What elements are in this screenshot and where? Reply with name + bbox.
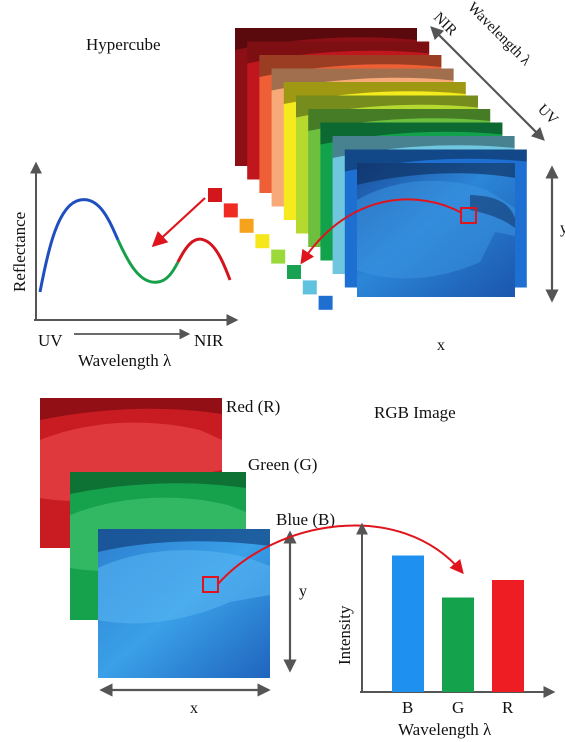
pixel-spectrum-square [271,249,286,264]
pixel-spectrum-square [302,280,317,295]
pixel-spectrum-square [318,295,333,310]
hypercube-layer-shadow [283,82,466,104]
hypercube-title: Hypercube [86,35,161,54]
spectrum-curve-nir-segment [176,237,232,281]
bar-r [492,580,524,692]
bar-tick-label-b: B [402,698,413,717]
hypercube-front-image [357,163,515,297]
spectrum-plot [30,161,239,326]
bar-tick-label-r: R [502,698,514,717]
hypercube-layer-shadow [332,136,515,158]
hypercube-layer-shadow [344,149,527,172]
wavelength-axis-arrow [430,26,545,141]
spectrum-x-start-label: UV [38,331,63,350]
pixel-to-squares-arrow [300,198,463,265]
pixel-spectrum-square [239,218,254,233]
wavelength-axis-uv-label: UV [534,102,561,129]
wavelength-axis-label: Wavelength λ [464,0,534,70]
rgb-x-label: x [190,700,198,717]
squares-to-spectrum-arrow [151,197,206,248]
hypercube-layer-shadow [259,55,442,77]
hypercube-y-label: y [560,220,565,237]
rgb-green-channel-label: Green (G) [248,455,317,474]
spectrum-curve-uv-segment [38,198,120,293]
rgb-image-title: RGB Image [374,403,456,422]
pixel-spectrum-squares [208,188,333,310]
spectrum-y-label: Reflectance [10,212,29,292]
pixel-spectrum-square [255,234,270,249]
wavelength-axis-nir-label: NIR [430,10,460,40]
bar-chart-x-label: Wavelength λ [398,720,492,739]
rgb-blue-channel-label: Blue (B) [276,510,335,529]
hypercube-layer-shadow [235,28,417,50]
spectrum-x-label: Wavelength λ [78,351,172,370]
pixel-spectrum-square [287,265,301,279]
pixel-to-bar-chart-arrow [217,524,464,585]
hypercube-x-label: x [437,337,445,354]
pixel-spectrum-square [208,188,222,202]
bar-tick-label-g: G [452,698,464,717]
rgb-y-label: y [299,583,307,600]
bar-chart-y-label: Intensity [335,605,354,665]
rgb-selected-pixel-box [202,576,219,593]
hypercube-selected-pixel-box [460,207,477,224]
hypercube-layer-shadow [247,41,430,64]
spectrum-curve-mid-segment [116,239,180,284]
hypercube-layer-shadow [271,68,454,91]
bar-g [442,597,474,692]
bar-b [392,555,424,692]
rgb-blue-channel-image [98,529,270,678]
rgb-red-channel-label: Red (R) [226,397,280,416]
spectrum-x-end-label: NIR [194,331,224,350]
pixel-spectrum-square [223,203,238,218]
